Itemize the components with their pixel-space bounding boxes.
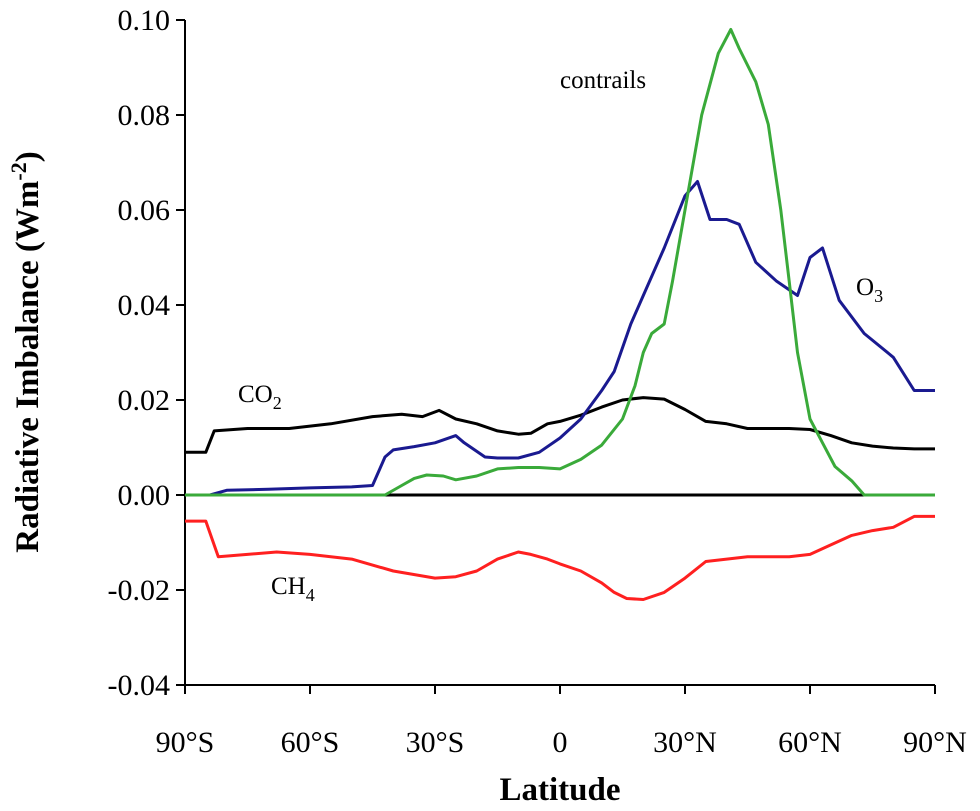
y-tick-label: 0.02 [118, 384, 171, 417]
y-tick-label: -0.04 [108, 669, 171, 702]
x-tick-label: 0 [553, 726, 568, 759]
series-lines [185, 28, 935, 601]
series-label-o3-main: O [856, 274, 874, 301]
series-label-co2-sub: 2 [273, 393, 282, 413]
series-line-ch4 [185, 514, 935, 601]
x-tick-label: 60°S [281, 726, 340, 759]
series-label-co2-main: CO [238, 381, 273, 408]
y-tick-label: 0.06 [118, 194, 171, 227]
y-axis-title-close: ) [10, 151, 46, 162]
x-axis-title: Latitude [499, 772, 620, 808]
series-label-ch4: CH4 [271, 573, 315, 605]
series-line-o3 [185, 180, 935, 497]
y-axis-title-main: Radiative Imbalance (Wm [10, 181, 46, 553]
y-tick-label: -0.02 [108, 574, 171, 607]
y-axis-ticks: -0.04 -0.02 0.00 0.02 0.04 0.06 0.08 0.10 [108, 4, 185, 702]
series-label-co2: CO2 [238, 381, 282, 413]
series-label-o3-sub: 3 [874, 286, 883, 306]
series-line-contrails [185, 28, 935, 497]
series-label-ch4-sub: 4 [306, 585, 315, 605]
series-label-o3: O3 [856, 274, 883, 306]
y-tick-label: 0.08 [118, 99, 171, 132]
x-tick-label: 30°S [406, 726, 465, 759]
x-tick-label: 60°N [778, 726, 842, 759]
y-axis-title-superscript: -2 [6, 162, 31, 180]
series-label-ch4-main: CH [271, 573, 306, 600]
x-axis-ticks: 90°S 60°S 30°S 0 30°N 60°N 90°N [156, 685, 967, 759]
x-tick-label: 90°N [903, 726, 967, 759]
x-tick-label: 30°N [653, 726, 717, 759]
y-axis-title: Radiative Imbalance (Wm-2) [6, 151, 47, 552]
y-tick-label: 0.10 [118, 4, 171, 37]
series-label-contrails: contrails [560, 67, 646, 94]
x-tick-label: 90°S [156, 726, 215, 759]
y-tick-label: 0.00 [118, 479, 171, 512]
y-tick-label: 0.04 [118, 289, 171, 322]
